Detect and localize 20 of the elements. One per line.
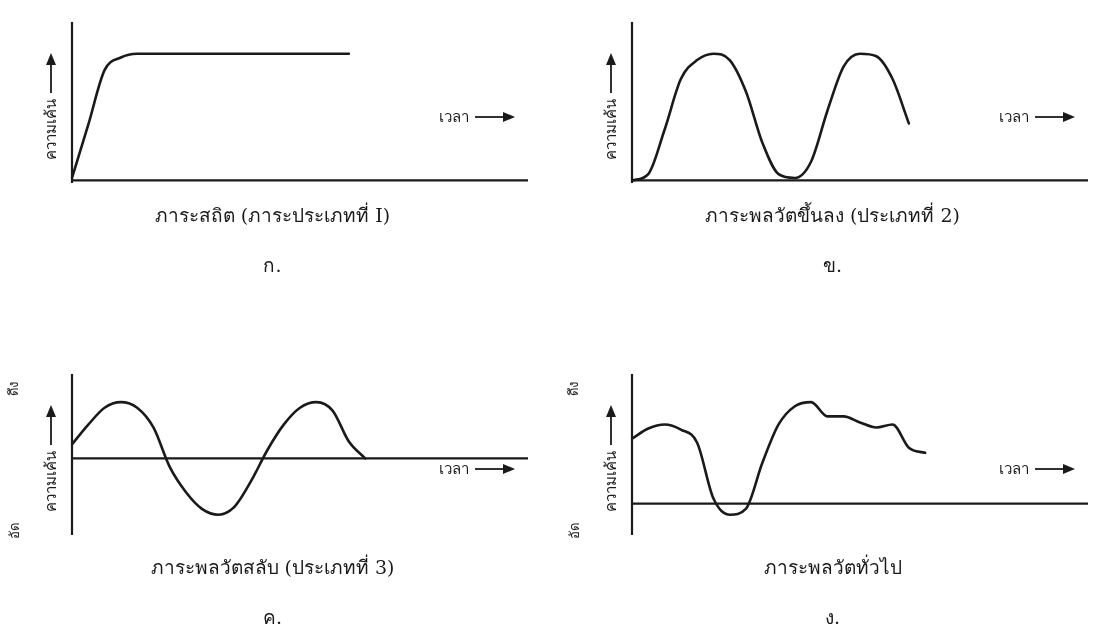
text: ค.: [261, 605, 283, 630]
text: อัด: [5, 522, 23, 539]
x-axis-title: เวลา: [439, 107, 469, 128]
y-axis-title: ความเค้น: [41, 451, 61, 512]
text: ภาระพลวัตขึ้นลง (ประเภทที่ 2): [704, 201, 961, 228]
y-axis-title: ความเค้น: [41, 99, 61, 160]
text: อัด: [565, 522, 583, 539]
y-axis-title: ความเค้น: [601, 99, 621, 160]
text: ดึง: [4, 381, 22, 396]
text: ภาระพลวัตสลับ (ประเภทที่ 3): [149, 553, 396, 580]
x-axis-title: เวลา: [999, 107, 1029, 128]
y-axis-title: ความเค้น: [601, 451, 621, 512]
x-axis-title: เวลา: [999, 459, 1029, 480]
text: ภาระสถิต (ภาระประเภทที่ I): [153, 201, 392, 228]
x-axis-title: เวลา: [439, 459, 469, 480]
text: ดึง: [564, 381, 582, 396]
text: ภาระพลวัตทั่วไป: [762, 553, 903, 580]
text: ก.: [262, 253, 283, 278]
text: ง.: [823, 605, 841, 630]
text: ข.: [821, 253, 843, 278]
